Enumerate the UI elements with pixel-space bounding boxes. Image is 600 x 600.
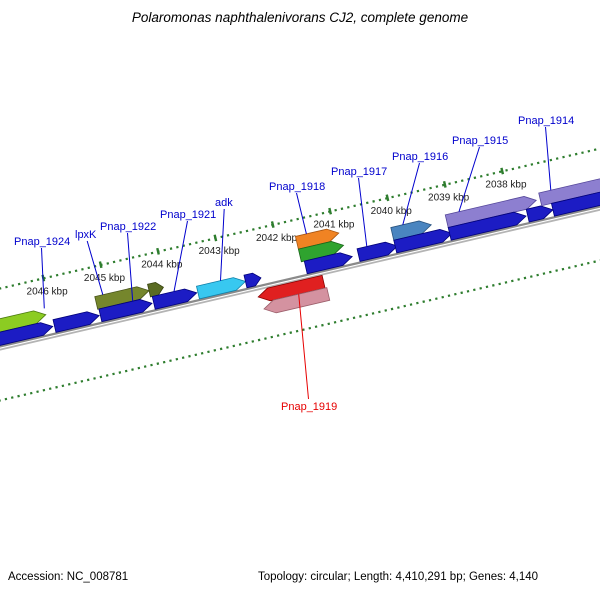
footer-bar: Accession: NC_008781 Topology: circular;… — [0, 571, 600, 595]
gene-arrow-Pnap_1918[interactable] — [294, 227, 340, 250]
gene-label-Pnap_1924[interactable]: Pnap_1924 — [14, 236, 70, 248]
gene-arrow-Pnap_1919[interactable] — [257, 274, 326, 303]
gene-arrow-cds[interactable] — [0, 320, 54, 348]
label-leader-line — [298, 294, 309, 400]
ruler-tick-label: 2044 kbp — [141, 260, 183, 271]
gene-arrow-Pnap_1914[interactable] — [538, 172, 600, 207]
gene-arrow-cds[interactable] — [303, 250, 353, 275]
label-leader-line — [127, 232, 134, 302]
gene-label-Pnap_1921[interactable]: Pnap_1921 — [160, 209, 216, 221]
gene-arrow-cds[interactable] — [263, 287, 331, 316]
ruler-tick-label: 2041 kbp — [313, 219, 355, 230]
ruler-tick — [98, 261, 103, 269]
gene-arrow-lpxK[interactable] — [94, 284, 151, 310]
gene-label-Pnap_1915[interactable]: Pnap_1915 — [452, 135, 508, 147]
ruler-tick — [500, 167, 505, 175]
gene-arrow-Pnap_1917[interactable] — [356, 240, 399, 262]
ruler-tick-label: 2043 kbp — [199, 246, 241, 257]
gene-arrow-Pnap_1915[interactable] — [444, 194, 537, 228]
ruler-tick-label: 2039 kbp — [428, 193, 470, 204]
ruler-tick — [213, 234, 218, 242]
gene-arrow-cds[interactable] — [297, 239, 345, 263]
genome-backbone-lower-edge — [0, 187, 600, 367]
gene-arrow-Pnap_1916[interactable] — [390, 218, 433, 241]
gene-label-Pnap_1917[interactable]: Pnap_1917 — [331, 166, 387, 178]
label-leader-line — [296, 192, 307, 235]
gene-arrow-adk[interactable] — [195, 275, 247, 300]
accession-text: Accession: NC_008781 — [8, 571, 129, 583]
topology-text: Topology: circular; Length: 4,410,291 bp… — [258, 571, 539, 583]
gene-arrow-cds[interactable] — [52, 309, 101, 333]
gene-arrow-cds[interactable] — [525, 203, 554, 223]
ruler-tick — [270, 221, 275, 228]
label-leader-line — [458, 146, 480, 212]
gene-label-lpxK[interactable]: lpxK — [75, 229, 97, 241]
gene-arrow-Pnap_1924[interactable] — [0, 308, 47, 335]
gene-label-Pnap_1919[interactable]: Pnap_1919 — [281, 401, 337, 413]
gene-arrow-cds[interactable] — [147, 281, 165, 298]
ruler-tick — [385, 194, 390, 202]
ruler-tick-label: 2042 kbp — [256, 233, 298, 244]
gene-label-Pnap_1918[interactable]: Pnap_1918 — [269, 181, 325, 193]
ruler-tick — [328, 207, 333, 215]
ruler-tick-label: 2038 kbp — [485, 179, 527, 190]
label-leader-line — [358, 177, 368, 247]
ruler-tick — [156, 247, 160, 255]
ruler-tick-label: 2040 kbp — [371, 206, 413, 217]
label-leader-line — [41, 247, 45, 309]
minor-tick-dots — [0, 148, 600, 402]
label-leader-line — [220, 208, 225, 281]
genome-backbone — [0, 184, 600, 365]
page-title: Polaromonas naphthalenivorans CJ2, compl… — [131, 10, 469, 25]
gene-label-Pnap_1922[interactable]: Pnap_1922 — [100, 221, 156, 233]
label-leader-line — [402, 162, 420, 225]
ruler-tick-label: 2045 kbp — [84, 273, 126, 284]
label-leader-line — [173, 220, 188, 292]
gene-label-Pnap_1914[interactable]: Pnap_1914 — [518, 115, 574, 127]
ruler-tick-label: 2046 kbp — [27, 286, 69, 297]
gene-arrow-cds[interactable] — [393, 227, 454, 254]
ruler-tick — [442, 180, 447, 188]
gene-arrow-cds[interactable] — [550, 185, 600, 217]
gene-arrow-cds[interactable] — [447, 210, 527, 241]
gene-label-Pnap_1916[interactable]: Pnap_1916 — [392, 151, 448, 163]
gene-arrow-Pnap_1921[interactable] — [151, 287, 198, 310]
label-leader-line — [86, 240, 104, 295]
rotated-track: 2046 kbp 2045 kbp 2044 kbp 2043 kbp 2042 kbp… — [0, 148, 600, 402]
label-leader-line — [545, 126, 552, 191]
gene-arrow-cds[interactable] — [243, 272, 262, 289]
gene-label-adk[interactable]: adk — [215, 197, 233, 209]
